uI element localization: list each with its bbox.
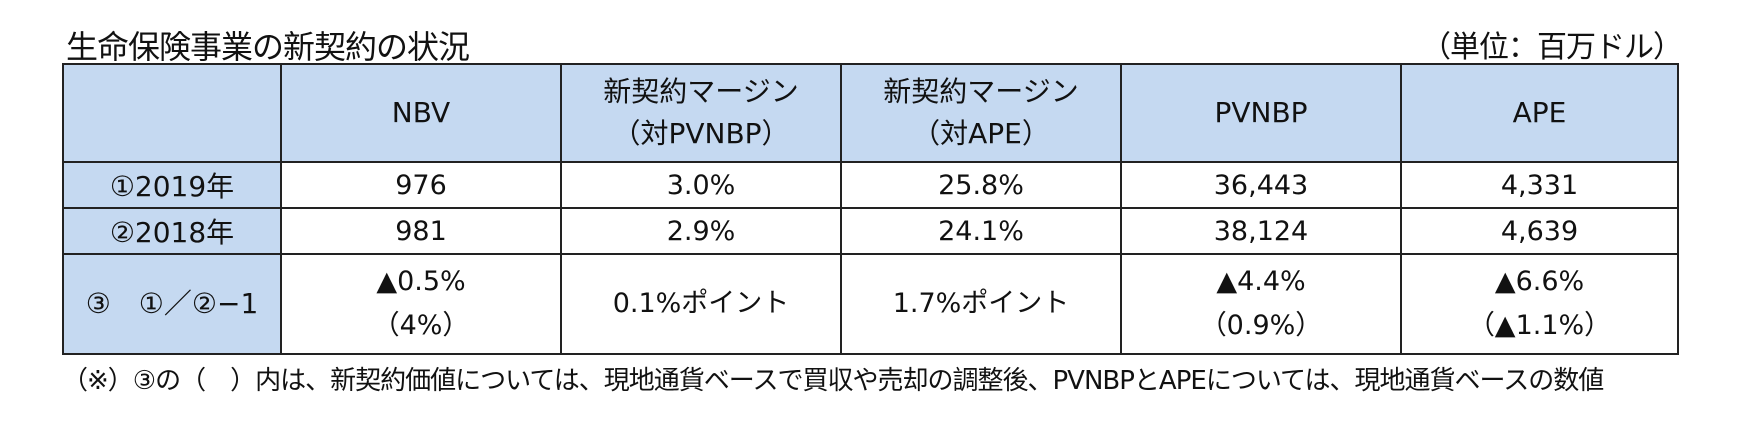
cell-value: ▲4.4% [1216,266,1306,297]
header-label: 新契約マージン [883,75,1079,108]
row-label: ③ ①／②−1 [62,253,282,355]
row-label: ②2018年 [62,207,282,255]
header-row: NBV 新契約マージン （対PVNBP） 新契約マージン （対APE） PVNB… [62,63,1679,163]
header-label: NBV [391,96,451,129]
table-cell: 4,639 [1400,207,1679,255]
cell-value: 1.7%ポイント [892,288,1070,319]
table-row-2018: ②2018年 981 2.9% 24.1% 38,124 4,639 [62,207,1679,255]
cell-subvalue: （4%） [372,310,470,341]
table-row-change: ③ ①／②−1 ▲0.5% （4%） 0.1%ポイント 1.7%ポイント ▲4.… [62,253,1679,355]
table-cell: 981 [280,207,562,255]
table-row-2019: ①2019年 976 3.0% 25.8% 36,443 4,331 [62,161,1679,209]
table-cell: 0.1%ポイント [560,253,842,355]
table-cell: 2.9% [560,207,842,255]
header-label: PVNBP [1214,96,1308,129]
cell-subvalue: （0.9%） [1199,310,1323,341]
table-cell: 25.8% [840,161,1122,209]
row-label: ①2019年 [62,161,282,209]
cell-value: ▲6.6% [1494,266,1585,297]
footnote: （※）③の（ ）内は、新契約価値については、現地通貨ベースで買収や売却の調整後、… [62,366,1604,396]
table-cell: 4,331 [1400,161,1679,209]
header-sublabel: （対APE） [912,117,1050,150]
header-ape: APE [1400,63,1679,163]
new-contracts-table: NBV 新契約マージン （対PVNBP） 新契約マージン （対APE） PVNB… [62,63,1679,355]
header-label: 新契約マージン [603,75,799,108]
table-cell: 38,124 [1120,207,1402,255]
header-sublabel: （対PVNBP） [612,117,790,150]
table-cell: 36,443 [1120,161,1402,209]
table-cell: ▲6.6% （▲1.1%） [1400,253,1679,355]
unit-label: （単位：百万ドル） [1421,30,1683,65]
cell-value: ▲0.5% [376,266,466,297]
table-cell: 3.0% [560,161,842,209]
header-pvnbp: PVNBP [1120,63,1402,163]
table-cell: 24.1% [840,207,1122,255]
table-title: 生命保険事業の新契約の状況 [66,28,470,66]
table-cell: ▲0.5% （4%） [280,253,562,355]
header-corner-cell [62,63,282,163]
cell-subvalue: （▲1.1%） [1467,310,1612,341]
header-margin-pvnbp: 新契約マージン （対PVNBP） [560,63,842,163]
header-margin-ape: 新契約マージン （対APE） [840,63,1122,163]
cell-value: 0.1%ポイント [612,288,790,319]
header-nbv: NBV [280,63,562,163]
table-cell: 1.7%ポイント [840,253,1122,355]
header-label: APE [1512,96,1567,129]
table-cell: ▲4.4% （0.9%） [1120,253,1402,355]
table-cell: 976 [280,161,562,209]
